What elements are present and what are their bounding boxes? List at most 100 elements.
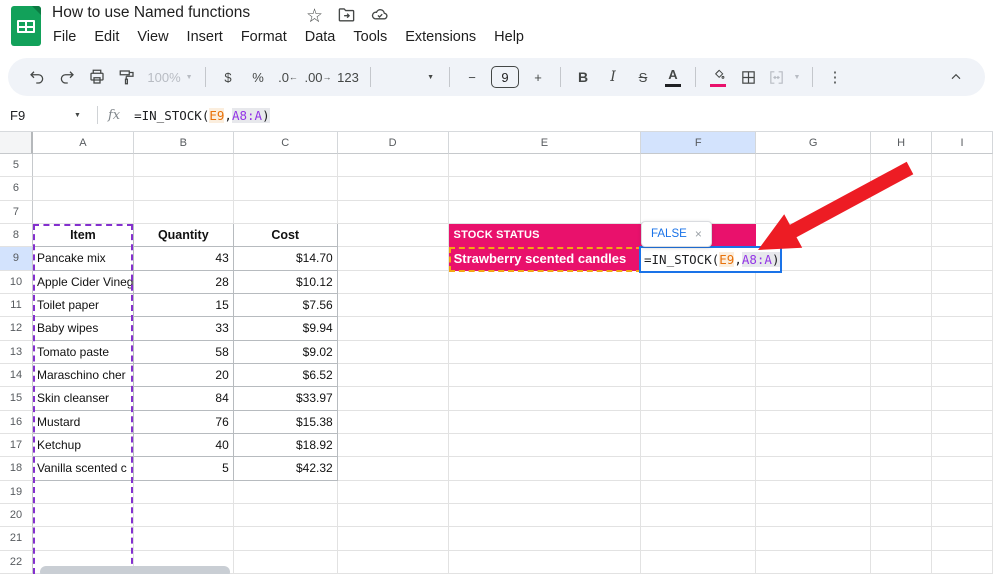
cell-B9[interactable]: 43 (133, 247, 234, 271)
cell-G15[interactable] (756, 387, 872, 411)
cell-C18[interactable]: $42.32 (233, 457, 338, 481)
cell-H16[interactable] (871, 410, 933, 434)
cell-H15[interactable] (871, 387, 933, 411)
cell-B16[interactable]: 76 (133, 410, 234, 434)
cell-G22[interactable] (756, 550, 872, 574)
decrease-decimal-button[interactable]: .0 ← (278, 69, 298, 85)
cell-H19[interactable] (871, 480, 933, 504)
column-header-c[interactable]: C (233, 132, 338, 154)
cloud-saved-icon[interactable] (370, 5, 390, 29)
menu-view[interactable]: View (137, 29, 169, 45)
cell-B7[interactable] (133, 200, 234, 224)
cell-H5[interactable] (871, 154, 933, 178)
row-header-14[interactable]: 14 (0, 363, 33, 388)
tooltip-close-icon[interactable]: × (694, 227, 702, 241)
redo-button[interactable] (52, 63, 82, 91)
cell-B21[interactable] (133, 527, 234, 551)
cell-F10[interactable] (641, 270, 757, 294)
horizontal-scrollbar[interactable] (40, 566, 230, 574)
name-box-dropdown-icon[interactable]: ▼ (74, 111, 81, 119)
cell-H9[interactable] (871, 247, 933, 271)
cell-E11[interactable] (448, 293, 642, 318)
cell-A10[interactable]: Apple Cider Vineg (32, 270, 134, 294)
cell-F18[interactable] (641, 457, 757, 481)
cell-G21[interactable] (756, 527, 872, 551)
cell-C13[interactable]: $9.02 (233, 340, 338, 364)
cell-C5[interactable] (233, 154, 338, 178)
cell-A21[interactable] (32, 527, 134, 551)
cell-G18[interactable] (756, 457, 872, 481)
merge-cells-button[interactable] (763, 63, 789, 91)
cell-D12[interactable] (337, 317, 449, 341)
cell-H21[interactable] (871, 527, 933, 551)
cell-F5[interactable] (641, 154, 757, 178)
cell-B12[interactable]: 33 (133, 317, 234, 341)
row-header-7[interactable]: 7 (0, 200, 33, 224)
italic-button[interactable]: I (610, 69, 616, 85)
cell-A17[interactable]: Ketchup (32, 433, 134, 458)
cell-H7[interactable] (871, 200, 933, 224)
cell-I11[interactable] (932, 293, 993, 318)
star-icon[interactable]: ☆ (306, 6, 324, 27)
cell-A12[interactable]: Baby wipes (32, 317, 134, 341)
row-header-15[interactable]: 15 (0, 387, 33, 411)
cell-I7[interactable] (932, 200, 993, 224)
cell-I5[interactable] (932, 154, 993, 178)
cell-E22[interactable] (448, 550, 642, 574)
cell-B10[interactable]: 28 (133, 270, 234, 294)
cell-A7[interactable] (32, 200, 134, 224)
cell-I6[interactable] (932, 177, 993, 201)
cell-D6[interactable] (337, 177, 449, 201)
hide-menus-button[interactable] (941, 63, 971, 91)
cell-H11[interactable] (871, 293, 933, 318)
menu-file[interactable]: File (53, 29, 77, 45)
menu-data[interactable]: Data (304, 29, 336, 45)
cell-B20[interactable] (133, 503, 234, 528)
cell-D11[interactable] (337, 293, 449, 318)
cell-G17[interactable] (756, 433, 872, 458)
cell-E15[interactable] (448, 387, 642, 411)
cell-G9[interactable] (756, 247, 872, 271)
cell-C14[interactable]: $6.52 (233, 363, 338, 388)
row-header-16[interactable]: 16 (0, 410, 33, 434)
cell-I20[interactable] (932, 503, 993, 528)
cell-D7[interactable] (337, 200, 449, 224)
cell-I19[interactable] (932, 480, 993, 504)
formula-input[interactable]: =IN_STOCK(E9,A8:A) (134, 107, 270, 123)
cell-G7[interactable] (756, 200, 872, 224)
cell-F19[interactable] (641, 480, 757, 504)
cell-I22[interactable] (932, 550, 993, 574)
decrease-font-size-button[interactable]: − (468, 69, 476, 85)
menu-insert[interactable]: Insert (186, 29, 223, 45)
cell-H17[interactable] (871, 433, 933, 458)
increase-decimal-button[interactable]: .00 → (304, 69, 332, 85)
cell-F12[interactable] (641, 317, 757, 341)
cell-D18[interactable] (337, 457, 449, 481)
cell-A11[interactable]: Toilet paper (32, 293, 134, 318)
cell-E9[interactable]: Strawberry scented candles (448, 247, 642, 271)
cell-C22[interactable] (233, 550, 338, 574)
cell-I18[interactable] (932, 457, 993, 481)
cell-C20[interactable] (233, 503, 338, 528)
cell-D17[interactable] (337, 433, 449, 458)
cell-E8[interactable]: STOCK STATUS (448, 223, 642, 248)
cell-E14[interactable] (448, 363, 642, 388)
cell-F6[interactable] (641, 177, 757, 201)
cell-I8[interactable] (932, 223, 993, 248)
cell-G12[interactable] (756, 317, 872, 341)
cell-H18[interactable] (871, 457, 933, 481)
cell-G10[interactable] (756, 270, 872, 294)
cell-A18[interactable]: Vanilla scented c (32, 457, 134, 481)
row-header-22[interactable]: 22 (0, 550, 33, 574)
text-color-button[interactable]: A (658, 63, 688, 91)
cell-D14[interactable] (337, 363, 449, 388)
column-header-f[interactable]: F (641, 132, 757, 154)
cell-F17[interactable] (641, 433, 757, 458)
cell-G14[interactable] (756, 363, 872, 388)
column-header-e[interactable]: E (448, 132, 642, 154)
menu-tools[interactable]: Tools (353, 29, 388, 45)
cell-D16[interactable] (337, 410, 449, 434)
cell-D10[interactable] (337, 270, 449, 294)
cell-C7[interactable] (233, 200, 338, 224)
cell-D13[interactable] (337, 340, 449, 364)
